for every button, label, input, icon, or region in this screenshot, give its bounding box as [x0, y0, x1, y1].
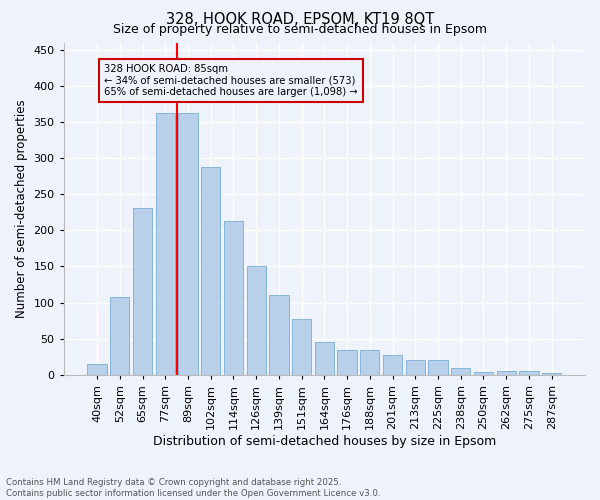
X-axis label: Distribution of semi-detached houses by size in Epsom: Distribution of semi-detached houses by …: [153, 434, 496, 448]
Bar: [292, 319, 311, 375]
Bar: [269, 296, 289, 375]
Text: 328 HOOK ROAD: 85sqm
← 34% of semi-detached houses are smaller (573)
65% of semi: 328 HOOK ROAD: 85sqm ← 34% of semi-detac…: [104, 64, 358, 98]
Bar: [383, 356, 402, 375]
Bar: [542, 374, 562, 375]
Bar: [201, 166, 220, 375]
Bar: [247, 266, 266, 375]
Bar: [337, 350, 357, 375]
Bar: [224, 221, 243, 375]
Text: Size of property relative to semi-detached houses in Epsom: Size of property relative to semi-detach…: [113, 22, 487, 36]
Bar: [451, 368, 470, 375]
Bar: [178, 114, 197, 375]
Bar: [474, 372, 493, 375]
Bar: [406, 360, 425, 375]
Bar: [519, 371, 539, 375]
Y-axis label: Number of semi-detached properties: Number of semi-detached properties: [15, 100, 28, 318]
Bar: [133, 208, 152, 375]
Bar: [497, 371, 516, 375]
Bar: [428, 360, 448, 375]
Text: 328, HOOK ROAD, EPSOM, KT19 8QT: 328, HOOK ROAD, EPSOM, KT19 8QT: [166, 12, 434, 28]
Bar: [314, 342, 334, 375]
Bar: [110, 297, 130, 375]
Text: Contains HM Land Registry data © Crown copyright and database right 2025.
Contai: Contains HM Land Registry data © Crown c…: [6, 478, 380, 498]
Bar: [88, 364, 107, 375]
Bar: [155, 114, 175, 375]
Bar: [360, 350, 379, 375]
